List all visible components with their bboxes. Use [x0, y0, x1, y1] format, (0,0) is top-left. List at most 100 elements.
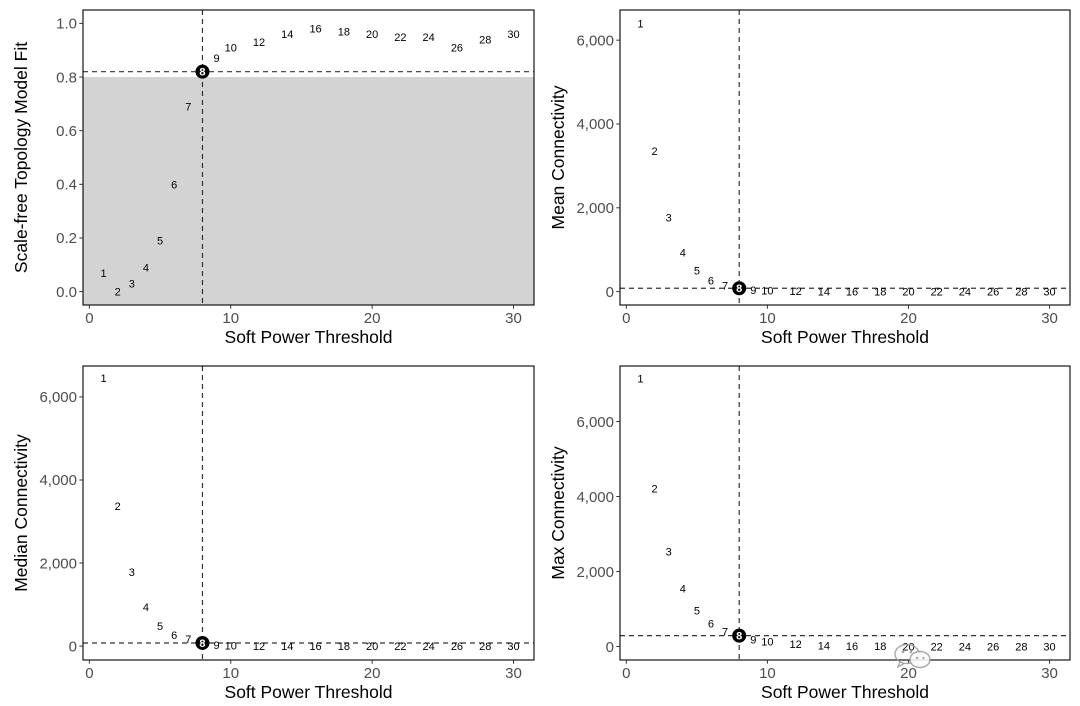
- wechat-eye: [922, 656, 925, 660]
- point-label-power-30: 30: [507, 29, 519, 41]
- point-label-power-16: 16: [309, 24, 321, 36]
- cutoff-point-marker: [195, 64, 210, 79]
- point-label-power-4: 4: [143, 602, 149, 614]
- point-label-power-30: 30: [1043, 287, 1055, 299]
- point-label-power-26: 26: [451, 43, 463, 55]
- point-label-power-22: 22: [394, 32, 406, 44]
- x-tick-label: 0: [622, 310, 630, 327]
- point-label-power-4: 4: [680, 248, 686, 260]
- x-tick-label: 10: [222, 310, 239, 327]
- cutoff-point: 8: [195, 64, 210, 79]
- x-axis-title: Soft Power Threshold: [225, 682, 393, 702]
- point-label-power-22: 22: [394, 641, 406, 653]
- point-label-power-14: 14: [818, 286, 830, 298]
- point-label-power-4: 4: [143, 262, 149, 274]
- cutoff-point-marker: [195, 635, 210, 650]
- watermark: [894, 643, 931, 669]
- y-tick-label: 6,000: [39, 389, 77, 406]
- x-axis: 0 10 20 30 Soft Power Threshold: [85, 305, 522, 347]
- point-label-power-10: 10: [225, 43, 237, 55]
- point-label-power-7: 7: [722, 280, 728, 292]
- x-tick-label: 0: [85, 665, 93, 682]
- below-threshold-shade: [83, 77, 534, 305]
- point-label-power-28: 28: [1015, 287, 1027, 299]
- x-tick-label: 20: [364, 665, 381, 682]
- point-label-power-7: 7: [722, 626, 728, 638]
- y-tick-label: 4,000: [39, 472, 77, 489]
- x-axis: 0 10 20 30 Soft Power Threshold: [622, 660, 1058, 702]
- panel-frame: [619, 365, 1071, 661]
- y-tick-label: 0: [606, 639, 614, 656]
- y-axis-title: Scale-free Topology Model Fit: [11, 42, 31, 273]
- point-label-power-30: 30: [1043, 641, 1055, 653]
- point-label-power-26: 26: [987, 287, 999, 299]
- point-label-power-5: 5: [694, 605, 700, 617]
- point-label-power-7: 7: [185, 102, 191, 114]
- cutoff-point: 8: [195, 635, 210, 650]
- x-axis: 0 10 20 30 Soft Power Threshold: [85, 660, 522, 702]
- point-label-power-26: 26: [451, 641, 463, 653]
- y-tick-label: 0.4: [56, 177, 77, 194]
- y-axis: 0.0 0.2 0.4 0.6 0.8 1.0 Scale-free Topology Mo…: [11, 16, 83, 301]
- point-label-power-7: 7: [185, 634, 191, 646]
- point-label-power-14: 14: [281, 641, 293, 653]
- point-label-power-2: 2: [115, 501, 121, 513]
- point-label-power-10: 10: [761, 637, 773, 649]
- point-label-power-22: 22: [931, 287, 943, 299]
- y-tick-label: 0.0: [56, 284, 77, 301]
- point-label-power-20: 20: [366, 29, 378, 41]
- point-label-power-26: 26: [987, 641, 999, 653]
- point-label-power-1: 1: [637, 373, 643, 385]
- x-tick-label: 30: [1041, 665, 1058, 682]
- y-tick-label: 6,000: [576, 32, 614, 49]
- point-label-power-5: 5: [694, 266, 700, 278]
- y-axis-title: Median Connectivity: [11, 434, 31, 592]
- x-tick-label: 10: [759, 310, 776, 327]
- point-label-power-6: 6: [171, 630, 177, 642]
- y-axis: 0 2,000 4,000 6,000 Median Connectivity: [11, 389, 83, 655]
- point-label-power-6: 6: [708, 276, 714, 288]
- point-label-power-18: 18: [338, 26, 350, 38]
- x-axis-title: Soft Power Threshold: [761, 327, 929, 347]
- point-label-power-28: 28: [1015, 641, 1027, 653]
- x-axis-title: Soft Power Threshold: [761, 682, 929, 702]
- point-label-power-14: 14: [281, 29, 293, 41]
- point-label-power-3: 3: [666, 212, 672, 224]
- y-tick-label: 0: [606, 284, 614, 301]
- x-axis-title: Soft Power Threshold: [225, 327, 393, 347]
- point-label-power-10: 10: [225, 640, 237, 652]
- point-label-power-16: 16: [309, 641, 321, 653]
- point-label-power-12: 12: [790, 286, 802, 298]
- x-tick-label: 0: [622, 665, 630, 682]
- point-label-power-6: 6: [708, 619, 714, 631]
- cutoff-point-label: 8: [736, 283, 742, 295]
- point-label-power-9: 9: [214, 53, 220, 65]
- point-label-power-20: 20: [366, 641, 378, 653]
- wechat-bubble-small: [909, 650, 931, 669]
- point-label-power-10: 10: [761, 286, 773, 298]
- point-label-power-24: 24: [423, 32, 435, 44]
- cutoff-point-marker: [732, 628, 747, 643]
- point-label-power-28: 28: [479, 34, 491, 46]
- point-label-power-12: 12: [253, 641, 265, 653]
- y-axis: 0 2,000 4,000 6,000 Max Connectivity: [548, 414, 620, 656]
- y-tick-label: 2,000: [576, 200, 614, 217]
- panel-frame: [82, 9, 535, 306]
- point-label-power-9: 9: [750, 634, 756, 646]
- y-axis-title: Max Connectivity: [548, 446, 568, 579]
- point-label-power-24: 24: [959, 641, 971, 653]
- point-label-power-20: 20: [902, 287, 914, 299]
- wechat-eye: [901, 650, 905, 654]
- point-label-power-14: 14: [818, 640, 830, 652]
- x-axis: 0 10 20 30 Soft Power Threshold: [622, 305, 1058, 347]
- panel-frame: [619, 9, 1071, 306]
- point-label-power-1: 1: [100, 268, 106, 280]
- y-tick-label: 2,000: [576, 564, 614, 581]
